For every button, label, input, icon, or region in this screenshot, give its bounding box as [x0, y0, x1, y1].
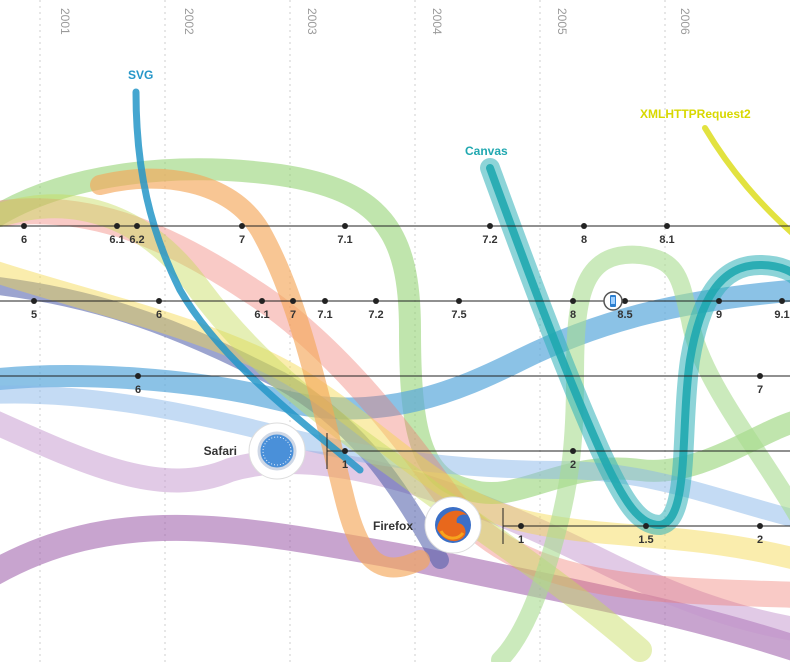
version-label-browser2: 7 — [290, 309, 296, 321]
band-orange — [90, 168, 430, 578]
band-svg — [132, 88, 364, 474]
version-label-safari: 1 — [342, 459, 348, 471]
year-label: 2001 — [58, 8, 72, 35]
version-label-safari: 2 — [570, 459, 576, 471]
version-point-browser2[interactable] — [456, 298, 462, 304]
version-label-browser2: 8 — [570, 309, 576, 321]
band-blue-wave — [0, 279, 790, 420]
version-label-browser3: 6 — [135, 384, 141, 396]
version-point-browser2[interactable] — [373, 298, 379, 304]
version-label-browser1: 7.2 — [482, 234, 497, 246]
safari-icon[interactable] — [248, 422, 306, 480]
version-point-browser1[interactable] — [21, 223, 27, 229]
feature-label-canvas: Canvas — [465, 144, 508, 158]
version-label-browser1: 8 — [581, 234, 587, 246]
version-label-browser2: 8.5 — [617, 309, 632, 321]
version-label-browser1: 6.1 — [109, 234, 124, 246]
version-point-browser2[interactable] — [290, 298, 296, 304]
browser-label-firefox: Firefox — [373, 519, 413, 533]
version-point-firefox[interactable] — [643, 523, 649, 529]
band-xhr2 — [702, 125, 790, 236]
year-labels: 2001 2002 2003 2004 2005 2006 — [58, 8, 692, 35]
band-navy — [0, 277, 449, 569]
version-point-browser2[interactable] — [622, 298, 628, 304]
year-label: 2004 — [430, 8, 444, 35]
feature-label-svg: SVG — [128, 68, 153, 82]
version-point-browser2[interactable] — [259, 298, 265, 304]
version-point-browser1[interactable] — [487, 223, 493, 229]
version-label-firefox: 2 — [757, 534, 763, 546]
version-point-browser2[interactable] — [156, 298, 162, 304]
version-label-browser1: 7.1 — [337, 234, 352, 246]
version-point-safari[interactable] — [570, 448, 576, 454]
band-lightgreen-loop — [491, 245, 790, 662]
version-label-browser2: 6 — [156, 309, 162, 321]
band-yellow-green — [0, 194, 652, 662]
version-label-firefox: 1 — [518, 534, 524, 546]
version-point-browser2[interactable] — [322, 298, 328, 304]
version-point-browser3[interactable] — [135, 373, 141, 379]
version-point-safari[interactable] — [342, 448, 348, 454]
version-point-browser2[interactable] — [570, 298, 576, 304]
version-label-browser2: 6.1 — [254, 309, 269, 321]
feature-labels: SVG Canvas XMLHTTPRequest2 — [128, 68, 751, 158]
version-label-browser1: 7 — [239, 234, 245, 246]
feature-bands — [0, 88, 790, 662]
version-label-browser2: 7.2 — [368, 309, 383, 321]
version-label-browser1: 8.1 — [659, 234, 674, 246]
year-label: 2006 — [678, 8, 692, 35]
version-point-browser1[interactable] — [134, 223, 140, 229]
browser-timelines — [0, 225, 790, 544]
firefox-icon[interactable] — [424, 496, 482, 554]
version-point-browser1[interactable] — [239, 223, 245, 229]
version-point-firefox[interactable] — [757, 523, 763, 529]
version-point-browser3[interactable] — [757, 373, 763, 379]
band-canvas-line — [486, 164, 790, 530]
feature-label-xhr2: XMLHTTPRequest2 — [640, 107, 751, 121]
version-label-browser2: 9.1 — [774, 309, 789, 321]
version-point-browser2[interactable] — [31, 298, 37, 304]
version-label-browser1: 6.2 — [129, 234, 144, 246]
mobile-phone-icon[interactable] — [603, 291, 623, 311]
version-point-browser2[interactable] — [779, 298, 785, 304]
version-point-browser1[interactable] — [664, 223, 670, 229]
version-label-browser3: 7 — [757, 384, 763, 396]
version-point-browser1[interactable] — [114, 223, 120, 229]
version-points: 6 6.1 6.2 7 7.1 7.2 8 8.1 5 6 6.1 7 7.1 7.2 7.5 8 8.5 9 9.… — [21, 223, 790, 546]
version-label-firefox: 1.5 — [638, 534, 653, 546]
version-label-browser1: 6 — [21, 234, 27, 246]
year-label: 2003 — [305, 8, 319, 35]
version-point-browser2[interactable] — [716, 298, 722, 304]
version-label-browser2: 7.5 — [451, 309, 466, 321]
version-label-browser2: 5 — [31, 309, 37, 321]
version-label-browser2: 7.1 — [317, 309, 332, 321]
browser-label-safari: Safari — [204, 444, 237, 458]
version-point-browser1[interactable] — [581, 223, 587, 229]
band-salmon — [0, 198, 790, 608]
version-point-firefox[interactable] — [518, 523, 524, 529]
year-label: 2005 — [555, 8, 569, 35]
year-label: 2002 — [182, 8, 196, 35]
band-yellow — [0, 261, 790, 569]
version-label-browser2: 9 — [716, 309, 722, 321]
version-point-browser1[interactable] — [342, 223, 348, 229]
